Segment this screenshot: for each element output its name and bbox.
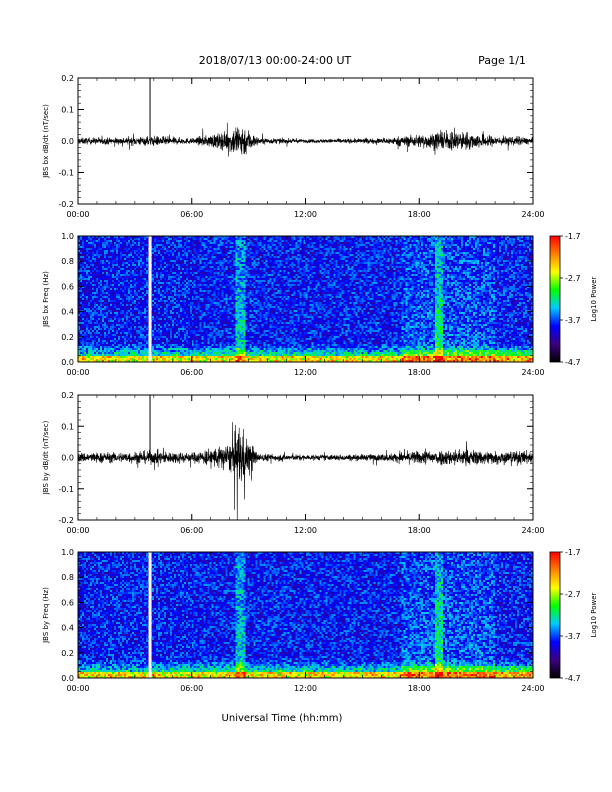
x-tick-label: 06:00: [180, 210, 203, 219]
x-tick-label: 12:00: [294, 684, 317, 693]
y-tick-label: -0.2: [58, 516, 74, 525]
y-axis-label: JBS bx dB/dt (nT/sec): [42, 104, 50, 179]
y-tick-label: 0.8: [61, 573, 74, 582]
colorbar-tick-label: -2.7: [565, 274, 581, 283]
y-tick-label: 0.1: [61, 106, 74, 115]
data-gap: [149, 552, 152, 678]
x-tick-label: 12:00: [294, 210, 317, 219]
y-tick-label: 1.0: [61, 232, 74, 241]
colorbar-tick-label: -4.7: [565, 358, 581, 367]
y-tick-label: 0.2: [61, 649, 74, 658]
spectrogram-image: [78, 552, 533, 678]
colorbar-tick-label: -1.7: [565, 232, 581, 241]
x-tick-label: 18:00: [408, 684, 431, 693]
y-tick-label: 0.4: [61, 624, 74, 633]
y-tick-label: 0.2: [61, 74, 74, 83]
colorbar: [550, 236, 560, 362]
y-tick-label: 0.6: [61, 598, 74, 607]
y-tick-label: 0.4: [61, 308, 74, 317]
colorbar-tick-label: -1.7: [565, 548, 581, 557]
x-tick-label: 24:00: [521, 526, 544, 535]
x-tick-label: 00:00: [66, 684, 89, 693]
y-axis-label: JBS bx Freq (Hz): [42, 271, 50, 328]
colorbar-tick-label: -4.7: [565, 674, 581, 683]
y-tick-label: 0.1: [61, 422, 74, 431]
x-tick-label: 24:00: [521, 684, 544, 693]
x-tick-label: 06:00: [180, 684, 203, 693]
x-tick-label: 24:00: [521, 210, 544, 219]
spectrogram-image: [78, 236, 533, 362]
y-tick-label: 0.0: [61, 454, 74, 463]
x-tick-label: 18:00: [408, 210, 431, 219]
x-tick-label: 00:00: [66, 368, 89, 377]
x-tick-label: 00:00: [66, 526, 89, 535]
y-tick-label: -0.2: [58, 200, 74, 209]
x-axis-label: Universal Time (hh:mm): [222, 713, 343, 724]
x-tick-label: 12:00: [294, 526, 317, 535]
y-tick-label: -0.1: [58, 485, 74, 494]
y-tick-label: -0.1: [58, 169, 74, 178]
colorbar: [550, 552, 560, 678]
y-tick-label: 0.0: [61, 358, 74, 367]
x-tick-label: 06:00: [180, 526, 203, 535]
x-tick-label: 24:00: [521, 368, 544, 377]
y-tick-label: 0.2: [61, 333, 74, 342]
colorbar-tick-label: -2.7: [565, 590, 581, 599]
y-tick-label: 0.8: [61, 257, 74, 266]
series-line: [78, 123, 533, 157]
y-axis-label: JBS by Freq (Hz): [42, 587, 50, 644]
y-tick-label: 1.0: [61, 548, 74, 557]
colorbar-tick-label: -3.7: [565, 316, 581, 325]
y-tick-label: 0.0: [61, 674, 74, 683]
colorbar-tick-label: -3.7: [565, 632, 581, 641]
colorbar-label: Log10 Power: [590, 592, 598, 637]
page-number: Page 1/1: [478, 54, 526, 67]
x-tick-label: 18:00: [408, 526, 431, 535]
x-tick-label: 18:00: [408, 368, 431, 377]
y-tick-label: 0.0: [61, 137, 74, 146]
y-tick-label: 0.2: [61, 391, 74, 400]
y-tick-label: 0.6: [61, 282, 74, 291]
data-gap: [149, 236, 152, 362]
x-tick-label: 12:00: [294, 368, 317, 377]
x-tick-label: 06:00: [180, 368, 203, 377]
y-axis-label: JBS by dB/dt (nT/sec): [42, 420, 50, 495]
series-line: [78, 422, 533, 520]
colorbar-label: Log10 Power: [590, 276, 598, 321]
figure-title: 2018/07/13 00:00-24:00 UT: [199, 54, 352, 67]
x-tick-label: 00:00: [66, 210, 89, 219]
